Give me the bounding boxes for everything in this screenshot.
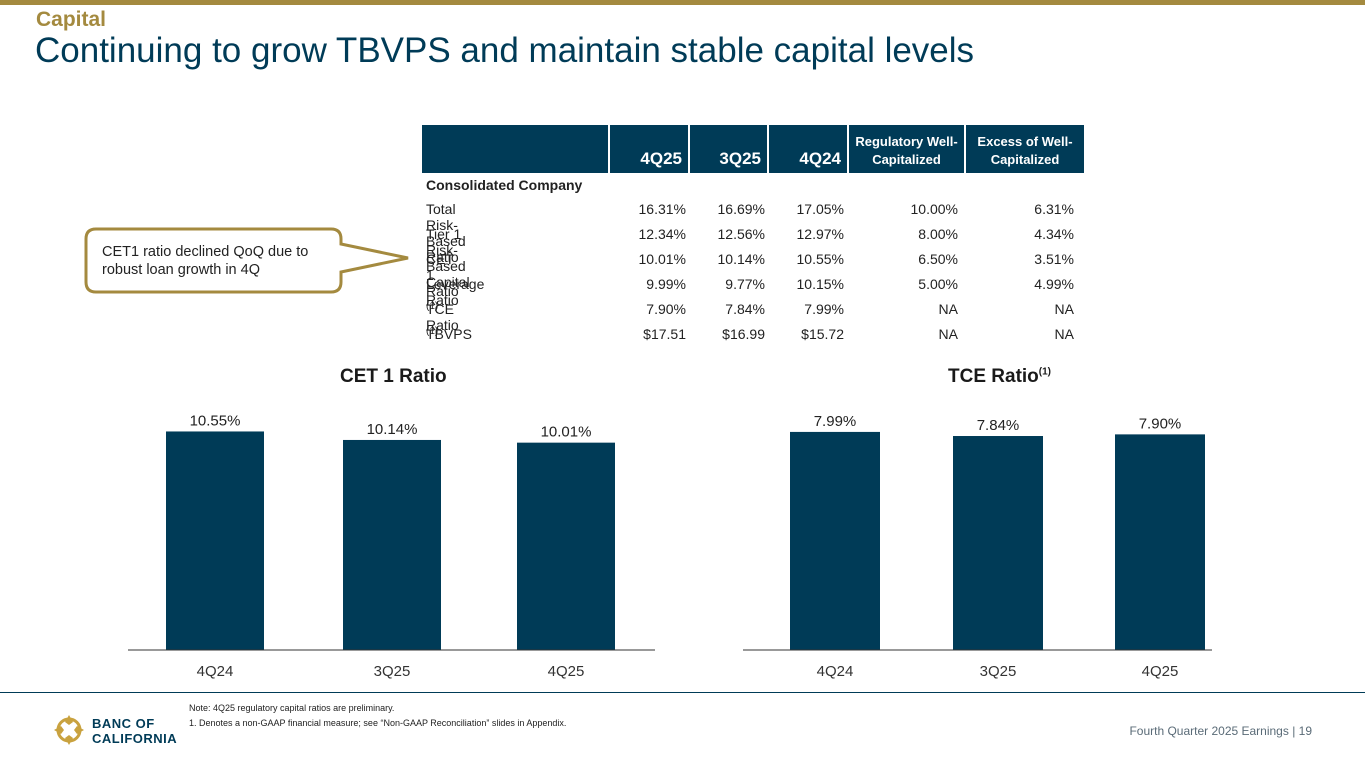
footer-text: Fourth Quarter 2025 Earnings | 19: [1129, 724, 1312, 738]
table-row: TCE Ratio (1) 7.90% 7.84% 7.99% NA NA: [422, 301, 1084, 333]
header-regulatory: Regulatory Well- Capitalized: [849, 125, 966, 173]
data-label: 7.99%: [814, 413, 857, 430]
row-value: 8.00%: [918, 226, 958, 242]
logo-line1: BANC OF: [92, 716, 155, 731]
table-row: Total Risk-Based Ratio 16.31% 16.69% 17.05%…: [426, 201, 1074, 265]
bar-4q24: [790, 431, 880, 650]
row-label: TCE Ratio (1): [426, 301, 459, 333]
header-3q25: 3Q25: [690, 125, 769, 173]
header-4q24: 4Q24: [769, 125, 849, 173]
row-value: $15.72: [801, 326, 844, 342]
row-value: 10.55%: [796, 251, 844, 267]
row-value: 7.90%: [646, 301, 686, 317]
x-tick-label: 3Q25: [980, 663, 1017, 680]
bar-3q25: [953, 436, 1043, 650]
bar-4q24: [166, 431, 264, 650]
row-value: 6.31%: [1034, 201, 1074, 217]
tce-ratio-chart: 7.99% 4Q24 7.84% 3Q25 7.90% 4Q25: [743, 413, 1212, 680]
header-blank: [422, 125, 610, 173]
row-value: 7.99%: [804, 301, 844, 317]
bar-4q25: [1115, 434, 1205, 650]
header-4q25: 4Q25: [610, 125, 690, 173]
section-label: Capital: [36, 8, 107, 31]
data-label: 7.90%: [1139, 415, 1182, 432]
row-value: 5.00%: [918, 276, 958, 292]
row-value: 10.00%: [910, 201, 958, 217]
table-row: Tier 1 Risk-Based Capital 12.34% 12.56% 12.…: [426, 226, 1074, 290]
table-row: Leverage Ratio 9.99% 9.77% 10.15% 5.00% 4.99%: [426, 276, 1074, 308]
row-value: NA: [938, 301, 958, 317]
x-tick-label: 4Q24: [817, 663, 854, 680]
x-tick-label: 4Q25: [548, 663, 585, 680]
row-value: 9.77%: [725, 276, 765, 292]
top-accent-bar: [0, 0, 1365, 5]
row-value: 12.97%: [796, 226, 844, 242]
table-section-label: Consolidated Company: [426, 177, 583, 193]
row-value: 9.99%: [646, 276, 686, 292]
callout-bubble: [84, 227, 409, 294]
header-excess: Excess of Well- Capitalized: [966, 125, 1084, 173]
x-tick-label: 4Q24: [197, 663, 234, 680]
row-value: 10.15%: [796, 276, 844, 292]
data-label: 10.55%: [190, 412, 241, 429]
callout-text: CET1 ratio declined QoQ due to robust lo…: [102, 244, 309, 278]
row-value: 10.14%: [717, 251, 765, 267]
x-tick-label: 3Q25: [374, 663, 411, 680]
table-row: CET 1 Ratio 10.01% 10.14% 10.55% 6.50% 3.51%: [426, 251, 1074, 299]
row-value: NA: [938, 326, 958, 342]
row-value: NA: [1054, 326, 1074, 342]
note-text: Note: 4Q25 regulatory capital ratios are…: [189, 703, 395, 713]
bar-4q25: [517, 442, 615, 650]
footnote-text: 1. Denotes a non-GAAP financial measure;…: [189, 718, 567, 728]
row-value: $16.99: [722, 326, 765, 342]
footer-divider: [0, 692, 1365, 693]
row-value: 10.01%: [638, 251, 686, 267]
table-row: TBVPS (1) $17.51 $16.99 $15.72 NA NA: [422, 326, 1084, 351]
row-value: 3.51%: [1034, 251, 1074, 267]
data-label: 10.01%: [541, 424, 592, 441]
row-value: 7.84%: [725, 301, 765, 317]
cet1-chart-title: CET 1 Ratio: [340, 366, 447, 387]
logo-line2: CALIFORNIA: [92, 731, 178, 746]
row-value: 4.99%: [1034, 276, 1074, 292]
row-value: 6.50%: [918, 251, 958, 267]
row-value: NA: [1054, 301, 1074, 317]
row-value: 4.34%: [1034, 226, 1074, 242]
row-value: 12.34%: [638, 226, 686, 242]
tce-chart-title: TCE Ratio(1): [948, 366, 1052, 387]
row-label: TBVPS (1): [426, 326, 472, 342]
row-value: 16.69%: [717, 201, 765, 217]
data-label: 7.84%: [977, 417, 1020, 434]
x-tick-label: 4Q25: [1142, 663, 1179, 680]
cet1-ratio-chart: 10.55% 4Q24 10.14% 3Q25 10.01% 4Q25: [128, 412, 655, 680]
row-value: 16.31%: [638, 201, 686, 217]
row-value: 17.05%: [796, 201, 844, 217]
page-title: Continuing to grow TBVPS and maintain st…: [35, 31, 975, 70]
banc-logo-icon: [54, 715, 84, 745]
bar-3q25: [343, 439, 441, 650]
table-header: 4Q25 3Q25 4Q24 Regulatory Well- Capitaliz…: [422, 125, 1084, 173]
row-value: 12.56%: [717, 226, 765, 242]
row-value: $17.51: [643, 326, 686, 342]
data-label: 10.14%: [367, 421, 418, 438]
